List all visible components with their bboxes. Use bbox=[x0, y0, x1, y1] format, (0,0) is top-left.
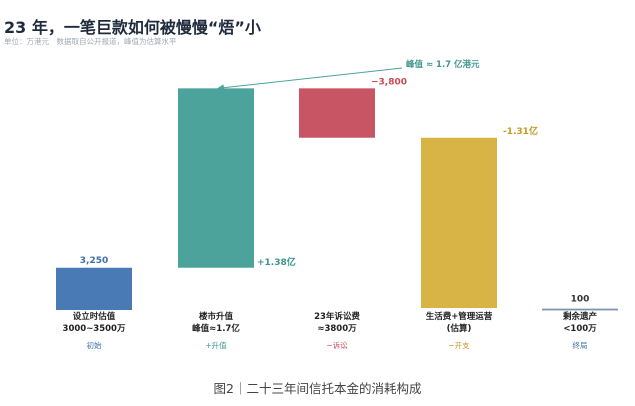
bar-increase bbox=[178, 88, 254, 268]
category-desc: (估算) bbox=[447, 323, 472, 334]
category-desc: ≈3800万 bbox=[317, 324, 357, 334]
category-desc: <100万 bbox=[563, 324, 597, 334]
peak-arrow bbox=[217, 67, 403, 92]
figure-caption: 图2｜二十三年间信托本金的消耗构成 bbox=[213, 381, 422, 396]
category-tag: −诉讼 bbox=[326, 340, 348, 350]
category-name: 生活费+管理运营 bbox=[426, 311, 493, 322]
category-name: 设立时估值 bbox=[73, 311, 116, 322]
value-label: 3,250 bbox=[80, 256, 108, 266]
value-label: 100 bbox=[571, 295, 590, 305]
bar-expense bbox=[421, 137, 497, 309]
category-name: 楼市升值 bbox=[199, 311, 234, 322]
category-desc: 峰值≈1.7亿 bbox=[192, 323, 240, 334]
peak-annotation: 峰值 ≈ 1.7 亿港元 bbox=[406, 59, 480, 70]
category-name: 剩余遗产 bbox=[563, 311, 598, 322]
category-desc: 3000~3500万 bbox=[63, 324, 126, 334]
category-tag: +升值 bbox=[205, 340, 227, 350]
value-label: −3,800 bbox=[371, 77, 407, 87]
chart-subtitle: 单位：万港元 数据取自公开报道，峰值为估算水平 bbox=[4, 37, 177, 46]
category-tag: 终局 bbox=[573, 340, 588, 350]
value-label: -1.31亿 bbox=[503, 125, 538, 137]
category-tag: −开支 bbox=[448, 340, 470, 350]
category-tag: 初始 bbox=[87, 340, 102, 350]
bar-remaining bbox=[542, 308, 618, 311]
chart-title: 23 年，一笔巨款如何被慢慢“焐”小 bbox=[4, 18, 261, 37]
bar-litigation bbox=[299, 88, 375, 138]
bar-initial bbox=[56, 267, 132, 310]
category-name: 23年诉讼费 bbox=[314, 311, 360, 322]
value-label: +1.38亿 bbox=[257, 256, 296, 268]
